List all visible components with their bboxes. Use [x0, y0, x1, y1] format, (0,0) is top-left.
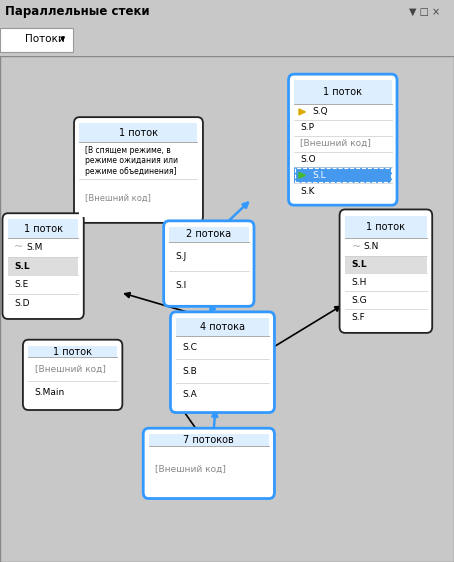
FancyBboxPatch shape: [169, 271, 249, 300]
Text: Потоки: Потоки: [25, 34, 65, 44]
Text: ▼: ▼: [60, 37, 65, 42]
FancyBboxPatch shape: [294, 135, 391, 152]
FancyBboxPatch shape: [8, 238, 79, 257]
Text: S.E: S.E: [15, 280, 29, 289]
FancyBboxPatch shape: [345, 291, 427, 309]
FancyBboxPatch shape: [171, 312, 275, 413]
FancyBboxPatch shape: [176, 336, 269, 359]
FancyBboxPatch shape: [143, 428, 275, 498]
Text: S.J: S.J: [176, 252, 187, 261]
Text: 1 поток: 1 поток: [119, 128, 158, 138]
Text: S.L: S.L: [15, 261, 30, 271]
FancyBboxPatch shape: [294, 120, 391, 135]
FancyBboxPatch shape: [345, 309, 427, 327]
FancyBboxPatch shape: [164, 221, 254, 306]
Text: S.I: S.I: [176, 281, 187, 290]
FancyBboxPatch shape: [289, 74, 397, 205]
Text: [Внешний код]: [Внешний код]: [85, 193, 151, 202]
Text: ~: ~: [15, 242, 24, 252]
FancyBboxPatch shape: [8, 294, 79, 313]
Text: [Внешний код]: [Внешний код]: [301, 139, 371, 148]
Text: S.P: S.P: [301, 123, 314, 132]
Text: S.L: S.L: [351, 260, 367, 269]
FancyBboxPatch shape: [8, 257, 79, 275]
FancyBboxPatch shape: [23, 339, 123, 410]
Text: S.A: S.A: [183, 390, 197, 399]
Text: ~: ~: [351, 242, 361, 252]
FancyBboxPatch shape: [176, 383, 269, 406]
FancyBboxPatch shape: [3, 213, 84, 319]
FancyBboxPatch shape: [345, 273, 427, 291]
Text: 1 поток: 1 поток: [323, 87, 362, 97]
Text: S.K: S.K: [301, 187, 315, 196]
FancyBboxPatch shape: [149, 446, 269, 492]
FancyBboxPatch shape: [149, 434, 269, 446]
Text: S.N: S.N: [363, 242, 379, 251]
Text: S.H: S.H: [351, 278, 367, 287]
Text: 7 потоков: 7 потоков: [183, 435, 234, 445]
Text: [В спящем режиме, в
режиме ожидания или
режиме объединения]: [В спящем режиме, в режиме ожидания или …: [85, 146, 178, 175]
Text: 4 потока: 4 потока: [200, 322, 245, 332]
FancyBboxPatch shape: [176, 318, 269, 336]
Text: S.G: S.G: [351, 296, 367, 305]
Text: 1 поток: 1 поток: [24, 224, 63, 234]
Text: ▼ □ ×: ▼ □ ×: [409, 7, 440, 17]
Text: [Внешний код]: [Внешний код]: [155, 465, 226, 474]
FancyBboxPatch shape: [294, 167, 391, 183]
FancyBboxPatch shape: [294, 183, 391, 199]
FancyBboxPatch shape: [169, 242, 249, 271]
FancyBboxPatch shape: [79, 123, 197, 142]
FancyBboxPatch shape: [28, 380, 117, 404]
FancyBboxPatch shape: [294, 152, 391, 167]
FancyBboxPatch shape: [8, 275, 79, 294]
FancyBboxPatch shape: [345, 216, 427, 238]
Text: S.L: S.L: [312, 171, 326, 180]
Text: 1 поток: 1 поток: [53, 347, 92, 356]
Text: 1 поток: 1 поток: [366, 221, 405, 232]
FancyBboxPatch shape: [28, 346, 117, 357]
Text: S.D: S.D: [15, 299, 30, 308]
FancyBboxPatch shape: [74, 117, 203, 223]
FancyBboxPatch shape: [340, 210, 432, 333]
FancyBboxPatch shape: [345, 238, 427, 256]
Text: 2 потока: 2 потока: [186, 229, 232, 239]
FancyBboxPatch shape: [294, 80, 391, 104]
Text: [Внешний код]: [Внешний код]: [35, 365, 106, 374]
Text: S.B: S.B: [183, 366, 197, 375]
FancyBboxPatch shape: [345, 256, 427, 273]
FancyBboxPatch shape: [294, 104, 391, 120]
Text: Параллельные стеки: Параллельные стеки: [5, 5, 150, 19]
Text: S.Q: S.Q: [312, 107, 328, 116]
FancyBboxPatch shape: [79, 179, 197, 217]
Text: S.O: S.O: [301, 155, 316, 164]
FancyBboxPatch shape: [79, 142, 197, 179]
FancyBboxPatch shape: [8, 219, 79, 238]
FancyBboxPatch shape: [169, 227, 249, 242]
Text: S.Main: S.Main: [35, 388, 65, 397]
Text: S.C: S.C: [183, 343, 197, 352]
Text: S.M: S.M: [26, 243, 43, 252]
FancyBboxPatch shape: [176, 359, 269, 383]
Text: S.F: S.F: [351, 314, 365, 323]
FancyBboxPatch shape: [28, 357, 117, 380]
FancyBboxPatch shape: [0, 28, 73, 52]
